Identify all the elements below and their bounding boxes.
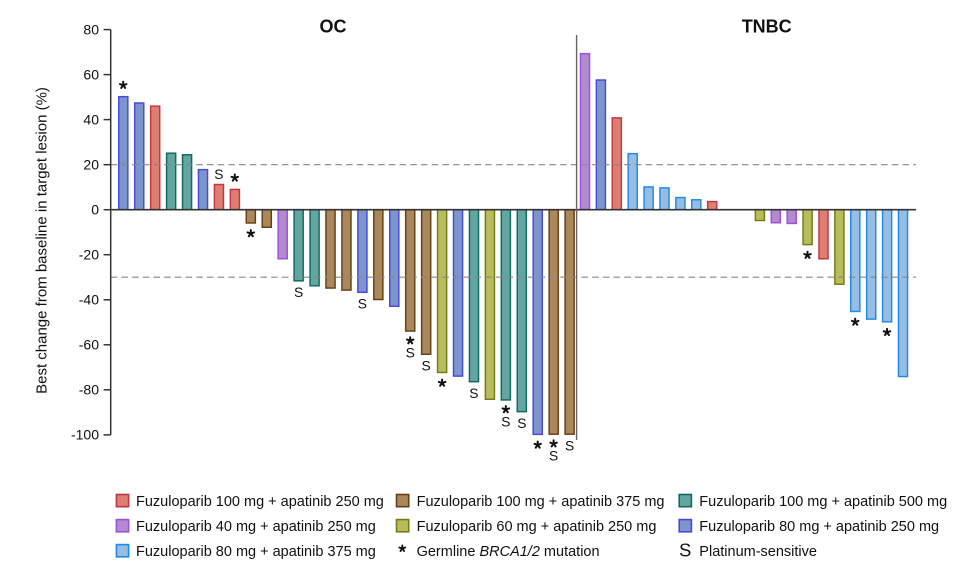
svg-text:Fuzuloparib 100 mg + apatinib: Fuzuloparib 100 mg + apatinib 375 mg bbox=[417, 494, 665, 510]
svg-text:Fuzuloparib 40 mg + apatinib 2: Fuzuloparib 40 mg + apatinib 250 mg bbox=[136, 519, 376, 535]
svg-text:-80: -80 bbox=[79, 382, 99, 398]
svg-text:20: 20 bbox=[83, 157, 99, 173]
svg-text:-100: -100 bbox=[71, 427, 99, 443]
svg-text:S: S bbox=[517, 416, 526, 431]
svg-text:Platinum-sensitive: Platinum-sensitive bbox=[699, 544, 817, 560]
svg-text:80: 80 bbox=[83, 21, 99, 37]
svg-text:S: S bbox=[421, 359, 430, 374]
svg-text:S: S bbox=[358, 297, 367, 312]
svg-text:S: S bbox=[294, 285, 303, 300]
svg-text:Fuzuloparib 100 mg + apatinib: Fuzuloparib 100 mg + apatinib 250 mg bbox=[136, 494, 384, 510]
svg-text:Best change from baseline in t: Best change from baseline in target lesi… bbox=[34, 87, 51, 394]
svg-text:40: 40 bbox=[83, 111, 99, 127]
svg-text:S: S bbox=[679, 540, 691, 561]
svg-text:-60: -60 bbox=[79, 337, 99, 353]
svg-text:TNBC: TNBC bbox=[742, 17, 792, 37]
svg-text:Germline BRCA1/2 mutation: Germline BRCA1/2 mutation bbox=[417, 544, 600, 560]
svg-text:Fuzuloparib 80 mg + apatinib 3: Fuzuloparib 80 mg + apatinib 375 mg bbox=[136, 544, 376, 560]
svg-text:Fuzuloparib 80 mg + apatinib 2: Fuzuloparib 80 mg + apatinib 250 mg bbox=[699, 519, 939, 535]
svg-text:0: 0 bbox=[91, 202, 99, 218]
svg-text:S: S bbox=[214, 167, 223, 182]
svg-text:S: S bbox=[565, 439, 574, 454]
svg-text:Fuzuloparib 60 mg + apatinib 2: Fuzuloparib 60 mg + apatinib 250 mg bbox=[417, 519, 657, 535]
svg-text:S: S bbox=[469, 386, 478, 401]
svg-text:Fuzuloparib 100 mg + apatinib: Fuzuloparib 100 mg + apatinib 500 mg bbox=[699, 494, 947, 510]
svg-text:S: S bbox=[549, 449, 558, 464]
svg-text:S: S bbox=[406, 345, 415, 360]
svg-text:OC: OC bbox=[320, 17, 347, 37]
svg-text:S: S bbox=[501, 414, 510, 429]
svg-text:-20: -20 bbox=[79, 247, 99, 263]
svg-text:-40: -40 bbox=[79, 292, 99, 308]
svg-text:60: 60 bbox=[83, 66, 99, 82]
